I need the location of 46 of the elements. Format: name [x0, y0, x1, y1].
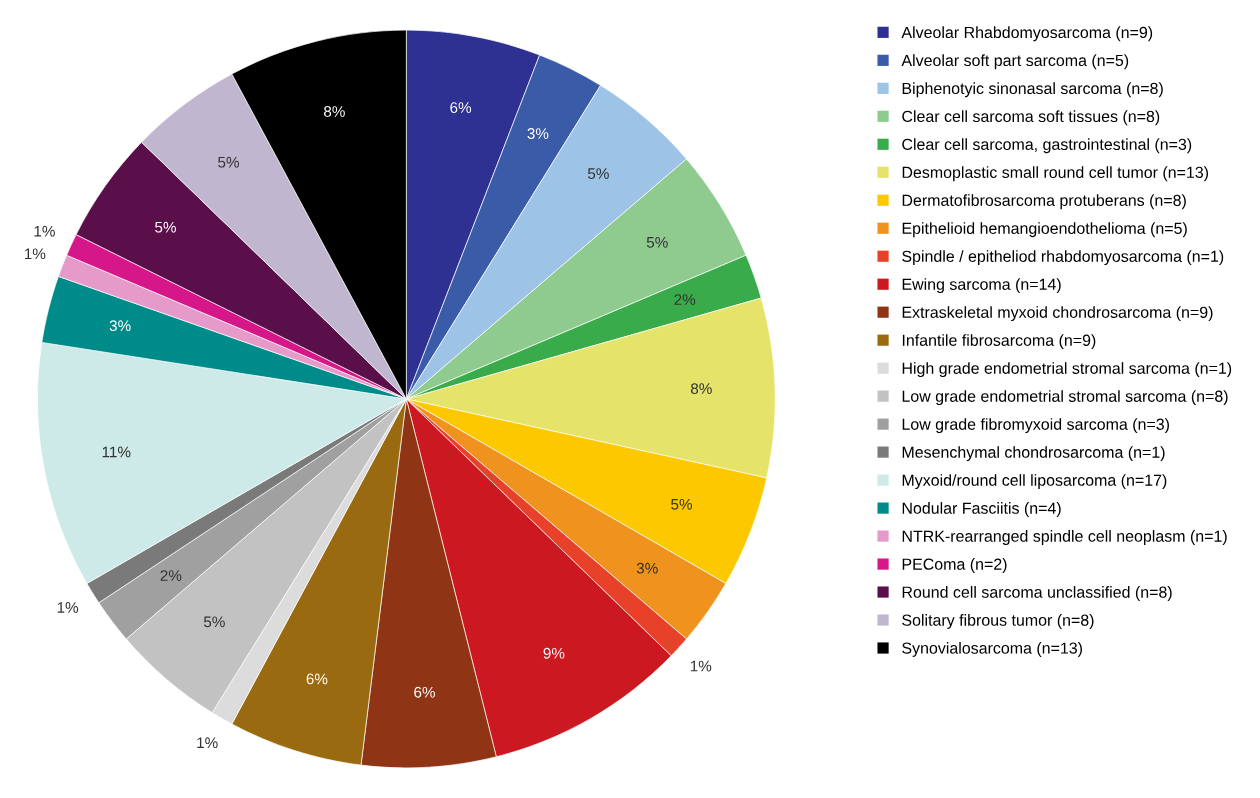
data-label: 6%: [306, 673, 328, 685]
legend-label: Clear cell sarcoma, gastrointestinal (n=3): [902, 138, 1192, 154]
data-label: 5%: [203, 616, 225, 628]
legend-label: Alveolar Rhabdomyosarcoma (n=9): [901, 26, 1153, 42]
legend-label: Mesenchymal chondrosarcoma (n=1): [902, 446, 1165, 462]
data-label: 1%: [34, 225, 55, 237]
data-label: 11%: [102, 446, 131, 458]
legend-label: Dermatofibrosarcoma protuberans (n=8): [902, 194, 1186, 210]
legend-label: Infantile fibrosarcoma (n=9): [902, 334, 1096, 350]
legend-label: Low grade endometrial stromal sarcoma (n=8): [902, 390, 1228, 406]
legend-label: Alveolar soft part sarcoma (n=5): [901, 54, 1129, 70]
data-label: 3%: [636, 562, 658, 574]
data-label: 6%: [414, 686, 436, 698]
legend-label: High grade endometrial stromal sarcoma (n=1): [902, 362, 1232, 378]
data-label: 9%: [543, 647, 565, 659]
legend-label: Low grade fibromyxoid sarcoma (n=3): [902, 418, 1169, 434]
legend-label: Spindle / epitheliod rhabdomyosarcoma (n=1): [902, 250, 1224, 266]
legend-label: Extraskeletal myxoid chondrosarcoma (n=9): [902, 306, 1213, 322]
data-label: 8%: [323, 106, 345, 117]
data-label: 8%: [690, 383, 712, 395]
data-label: 3%: [109, 320, 131, 332]
data-label: 5%: [646, 236, 668, 248]
data-label: 5%: [218, 156, 239, 168]
data-label: 2%: [674, 294, 696, 305]
legend-label: NTRK-rearranged spindle cell neoplasm (n=1): [902, 530, 1227, 545]
data-label: 5%: [155, 221, 176, 233]
legend-label: Biphenotyic sinonasal sarcoma (n=8): [902, 82, 1163, 98]
legend-label: PEComa (n=2): [902, 558, 1007, 573]
data-label: 3%: [527, 128, 549, 139]
legend-label: Myxoid/round cell liposarcoma (n=17): [902, 474, 1167, 490]
data-label: 5%: [587, 168, 609, 179]
data-label: 2%: [160, 570, 182, 581]
legend-label: Desmoplastic small round cell tumor (n=13): [902, 166, 1209, 182]
data-label: 6%: [450, 102, 472, 114]
data-label: 1%: [197, 737, 218, 749]
legend-label: Clear cell sarcoma soft tissues (n=8): [902, 110, 1160, 126]
data-label: 1%: [24, 248, 46, 260]
data-label: 1%: [690, 660, 712, 672]
data-label: 5%: [671, 498, 693, 510]
data-label: 1%: [57, 602, 79, 613]
legend-label: Round cell sarcoma unclassified (n=8): [902, 586, 1172, 601]
legend-label: Epithelioid hemangioendothelioma (n=5): [902, 222, 1187, 238]
legend-label: Synovialosarcoma (n=13): [902, 642, 1082, 657]
legend-label: Ewing sarcoma (n=14): [902, 278, 1061, 294]
legend-label: Solitary fibrous tumor (n=8): [902, 614, 1094, 629]
legend-label: Nodular Fasciitis (n=4): [902, 502, 1061, 517]
